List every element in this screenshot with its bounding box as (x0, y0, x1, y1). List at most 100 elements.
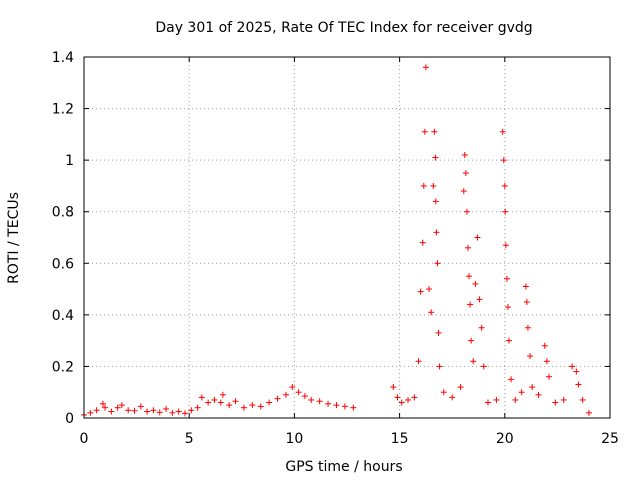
data-point (99, 400, 106, 407)
data-point (102, 404, 109, 411)
data-point (468, 337, 475, 344)
data-point (480, 363, 487, 370)
data-point (150, 407, 157, 414)
data-point (390, 384, 397, 391)
data-point (440, 389, 447, 396)
data-point (470, 358, 477, 365)
data-point (474, 234, 481, 241)
data-point (535, 391, 542, 398)
data-point (426, 286, 433, 293)
data-point (436, 363, 443, 370)
y-tick-label: 0.2 (52, 359, 74, 375)
data-point (545, 373, 552, 380)
data-point (405, 396, 412, 403)
data-point (472, 280, 479, 287)
data-point (573, 368, 580, 375)
x-tick-label: 10 (285, 431, 303, 447)
data-point (529, 384, 536, 391)
data-point (500, 157, 507, 164)
data-point (466, 273, 473, 280)
data-point (301, 393, 308, 400)
data-point (266, 399, 273, 406)
data-point (579, 396, 586, 403)
data-point (417, 288, 424, 295)
data-point (432, 154, 439, 161)
data-point (435, 329, 442, 336)
data-point (93, 407, 100, 414)
data-point (463, 208, 470, 215)
data-point (87, 409, 94, 416)
data-point (560, 396, 567, 403)
y-tick-label: 0.4 (52, 308, 74, 324)
data-point (461, 151, 468, 158)
data-point (523, 298, 530, 305)
data-point (541, 342, 548, 349)
data-point (499, 128, 506, 135)
data-point (175, 408, 182, 415)
data-point (394, 394, 401, 401)
y-tick-label: 0.6 (52, 256, 74, 272)
data-point (181, 410, 188, 417)
data-point (508, 376, 515, 383)
data-point (308, 396, 315, 403)
data-point (398, 399, 405, 406)
data-point (249, 402, 256, 409)
x-axis-label: GPS time / hours (285, 459, 402, 475)
data-point (502, 208, 509, 215)
data-point (575, 381, 582, 388)
data-point (503, 275, 510, 282)
data-point (431, 128, 438, 135)
data-point (501, 182, 508, 189)
data-point (512, 396, 519, 403)
y-tick-label: 1.4 (52, 50, 74, 66)
data-point (428, 309, 435, 316)
chart-title: Day 301 of 2025, Rate Of TEC Index for r… (155, 20, 532, 36)
y-tick-label: 1.2 (52, 102, 74, 118)
data-point (137, 403, 144, 410)
data-point (198, 394, 205, 401)
data-point (289, 384, 296, 391)
data-point (144, 408, 151, 415)
data-point (552, 399, 559, 406)
plot-frame (83, 56, 611, 419)
data-point (118, 402, 125, 409)
data-point (522, 283, 529, 290)
y-axis-label: ROTI / TECUs (6, 192, 22, 284)
data-point (411, 394, 418, 401)
data-point (422, 64, 429, 71)
data-point (457, 384, 464, 391)
data-point (257, 403, 264, 410)
data-point (232, 398, 239, 405)
data-point (434, 260, 441, 267)
data-point (205, 399, 212, 406)
data-point (476, 296, 483, 303)
data-point (421, 128, 428, 135)
data-point (502, 242, 509, 249)
data-points-layer (81, 64, 592, 418)
data-point (295, 389, 302, 396)
data-point (226, 402, 233, 409)
data-point (493, 396, 500, 403)
y-tick-label: 0.8 (52, 205, 74, 221)
data-point (504, 304, 511, 311)
data-point (432, 198, 439, 205)
data-point (217, 399, 224, 406)
data-point (114, 404, 121, 411)
data-point (125, 407, 132, 414)
data-point (194, 404, 201, 411)
data-point (569, 363, 576, 370)
data-point (527, 353, 534, 360)
data-point (467, 301, 474, 308)
data-point (415, 358, 422, 365)
data-point (316, 398, 323, 405)
data-point (282, 391, 289, 398)
data-point (163, 405, 170, 412)
data-point (484, 399, 491, 406)
x-tick-label: 25 (601, 431, 619, 447)
grid-layer (84, 57, 610, 418)
x-tick-label: 0 (80, 431, 89, 447)
data-point (211, 396, 218, 403)
data-point (430, 182, 437, 189)
